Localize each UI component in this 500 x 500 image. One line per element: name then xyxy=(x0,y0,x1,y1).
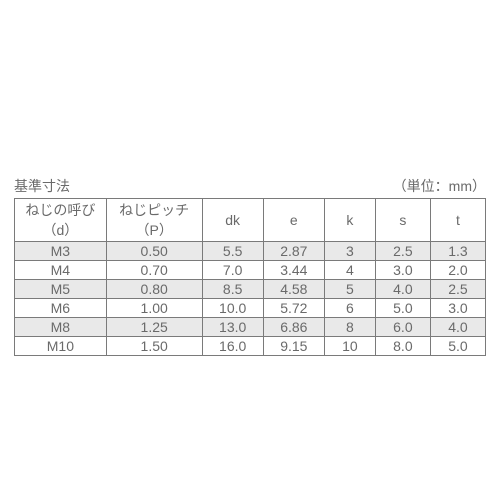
spec-table-block: 基準寸法 （単位：mm） ねじの呼び（d）ねじピッチ（P）dkekst M30.… xyxy=(14,176,486,356)
table-unit-label: （単位：mm） xyxy=(393,176,486,196)
col-header-p: ねじピッチ（P） xyxy=(106,199,202,242)
cell-k: 6 xyxy=(324,299,375,318)
cell-k: 5 xyxy=(324,280,375,299)
cell-k: 10 xyxy=(324,337,375,356)
cell-k: 4 xyxy=(324,261,375,280)
cell-p: 1.50 xyxy=(106,337,202,356)
cell-e: 9.15 xyxy=(263,337,324,356)
col-header-d: ねじの呼び（d） xyxy=(15,199,107,242)
table-header-row: ねじの呼び（d）ねじピッチ（P）dkekst xyxy=(15,199,486,242)
table-body: M30.505.52.8732.51.3M40.707.03.4443.02.0… xyxy=(15,242,486,356)
cell-e: 4.58 xyxy=(263,280,324,299)
cell-s: 3.0 xyxy=(375,261,430,280)
cell-d: M4 xyxy=(15,261,107,280)
cell-e: 3.44 xyxy=(263,261,324,280)
col-header-t: t xyxy=(430,199,485,242)
cell-s: 2.5 xyxy=(375,242,430,261)
cell-e: 5.72 xyxy=(263,299,324,318)
table-row: M61.0010.05.7265.03.0 xyxy=(15,299,486,318)
cell-e: 2.87 xyxy=(263,242,324,261)
table-row: M81.2513.06.8686.04.0 xyxy=(15,318,486,337)
col-header-e: e xyxy=(263,199,324,242)
cell-p: 1.25 xyxy=(106,318,202,337)
cell-d: M3 xyxy=(15,242,107,261)
cell-p: 0.50 xyxy=(106,242,202,261)
cell-d: M10 xyxy=(15,337,107,356)
cell-dk: 13.0 xyxy=(202,318,263,337)
cell-k: 8 xyxy=(324,318,375,337)
cell-p: 0.80 xyxy=(106,280,202,299)
col-header-s: s xyxy=(375,199,430,242)
cell-dk: 10.0 xyxy=(202,299,263,318)
cell-p: 0.70 xyxy=(106,261,202,280)
cell-k: 3 xyxy=(324,242,375,261)
table-caption-row: 基準寸法 （単位：mm） xyxy=(14,176,486,196)
dimensions-table: ねじの呼び（d）ねじピッチ（P）dkekst M30.505.52.8732.5… xyxy=(14,198,486,356)
table-title: 基準寸法 xyxy=(14,176,70,196)
cell-t: 3.0 xyxy=(430,299,485,318)
cell-t: 5.0 xyxy=(430,337,485,356)
cell-s: 5.0 xyxy=(375,299,430,318)
cell-d: M8 xyxy=(15,318,107,337)
cell-t: 1.3 xyxy=(430,242,485,261)
cell-dk: 8.5 xyxy=(202,280,263,299)
cell-t: 2.0 xyxy=(430,261,485,280)
cell-dk: 5.5 xyxy=(202,242,263,261)
cell-s: 6.0 xyxy=(375,318,430,337)
cell-e: 6.86 xyxy=(263,318,324,337)
cell-t: 4.0 xyxy=(430,318,485,337)
table-row: M30.505.52.8732.51.3 xyxy=(15,242,486,261)
col-header-dk: dk xyxy=(202,199,263,242)
cell-d: M5 xyxy=(15,280,107,299)
table-row: M50.808.54.5854.02.5 xyxy=(15,280,486,299)
cell-d: M6 xyxy=(15,299,107,318)
table-row: M101.5016.09.15108.05.0 xyxy=(15,337,486,356)
cell-s: 8.0 xyxy=(375,337,430,356)
cell-dk: 16.0 xyxy=(202,337,263,356)
cell-p: 1.00 xyxy=(106,299,202,318)
table-row: M40.707.03.4443.02.0 xyxy=(15,261,486,280)
cell-dk: 7.0 xyxy=(202,261,263,280)
col-header-k: k xyxy=(324,199,375,242)
cell-t: 2.5 xyxy=(430,280,485,299)
cell-s: 4.0 xyxy=(375,280,430,299)
